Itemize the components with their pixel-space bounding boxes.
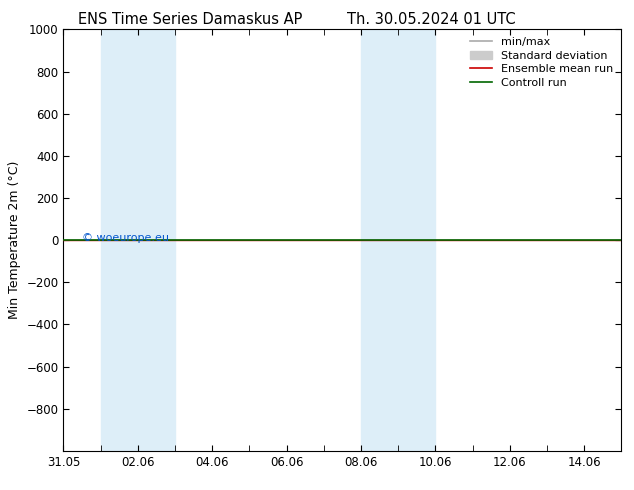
Bar	[361, 29, 436, 451]
Text: Th. 30.05.2024 01 UTC: Th. 30.05.2024 01 UTC	[347, 12, 515, 27]
Text: © woeurope.eu: © woeurope.eu	[82, 233, 169, 243]
Text: ENS Time Series Damaskus AP: ENS Time Series Damaskus AP	[78, 12, 302, 27]
Legend: min/max, Standard deviation, Ensemble mean run, Controll run: min/max, Standard deviation, Ensemble me…	[466, 33, 618, 92]
Bar	[101, 29, 175, 451]
Y-axis label: Min Temperature 2m (°C): Min Temperature 2m (°C)	[8, 161, 21, 319]
